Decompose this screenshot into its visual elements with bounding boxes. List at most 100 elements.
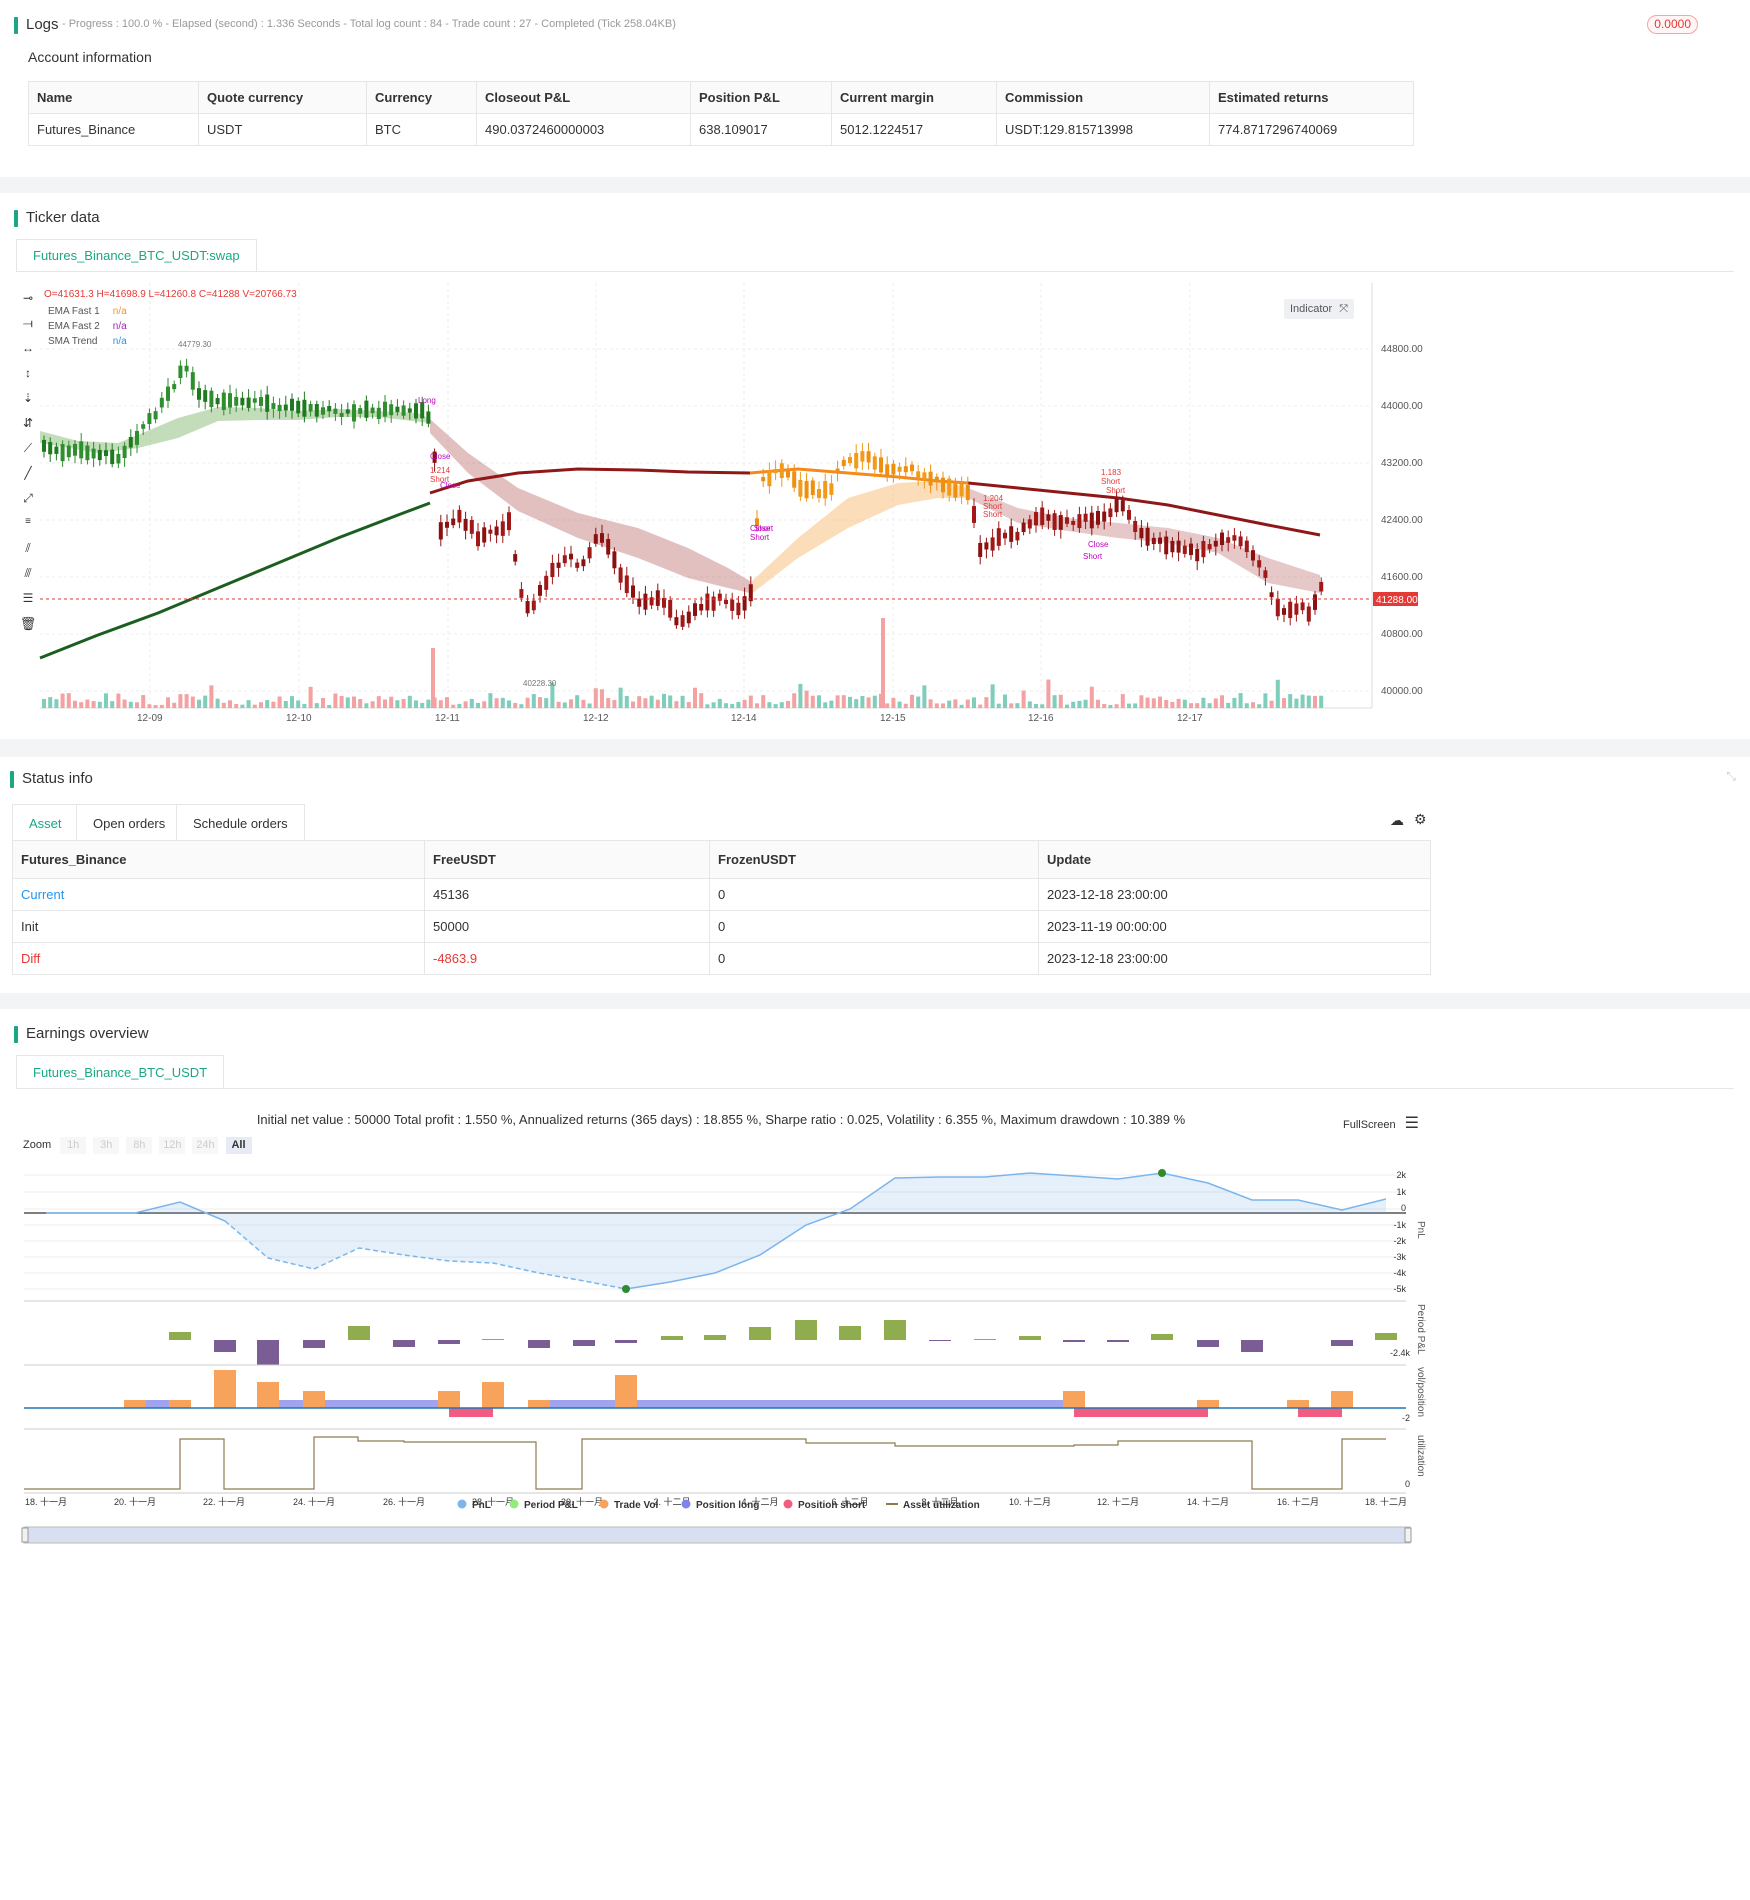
volume-bar	[500, 697, 505, 708]
logs-badge[interactable]: 0.0000	[1647, 15, 1698, 34]
ray-line-tool-icon[interactable]: ⤢	[23, 491, 33, 505]
volume-bar	[1164, 699, 1169, 708]
collapse-icon[interactable]: ⤡	[1726, 769, 1736, 783]
pnl-area	[46, 1173, 1386, 1289]
candle-body	[488, 529, 493, 534]
volume-bar	[1009, 703, 1014, 708]
candlestick-chart[interactable]: Long Close 1.214 Short Close Short 1.204…	[38, 283, 1438, 723]
earnings-date-tick: 8. 十二月	[921, 1496, 958, 1507]
candle-body	[872, 456, 877, 470]
zoom-all[interactable]: All	[225, 1137, 252, 1154]
cell-update: 2023-12-18 23:00:00	[1038, 878, 1431, 911]
price-range-tool-icon[interactable]: ☰	[22, 591, 34, 605]
indicator-button[interactable]: Indicator ⤧	[1284, 299, 1355, 319]
volume-bar	[1306, 695, 1311, 708]
marker-value-label: 1.214	[430, 466, 451, 475]
period-pnl-bar	[839, 1326, 861, 1340]
candle-body	[1220, 532, 1224, 546]
candle-body	[203, 390, 208, 402]
volume-bar	[1294, 698, 1299, 708]
volume-bar	[525, 697, 530, 708]
candle-body	[538, 585, 542, 596]
fib-tool-icon[interactable]: ≡	[25, 516, 31, 527]
volume-bar	[897, 701, 902, 708]
candle-body	[854, 452, 859, 469]
volume-bar	[1207, 703, 1212, 708]
tab-ticker-symbol[interactable]: Futures_Binance_BTC_USDT:swap	[16, 239, 257, 271]
candle-body	[631, 585, 635, 598]
candle-body	[550, 562, 555, 578]
candle-body	[500, 521, 505, 536]
crosshair-tool-icon[interactable]: ⊸	[22, 291, 34, 305]
zoom-3h[interactable]: 3h	[93, 1137, 120, 1154]
range-tool-icon[interactable]: ⇵	[22, 416, 34, 430]
candle-body	[190, 372, 195, 390]
fullscreen-button[interactable]: FullScreen ☰	[1343, 1115, 1419, 1132]
volume-bar	[891, 697, 896, 708]
candle-body	[451, 518, 456, 526]
earnings-chart[interactable]: 2k 1k 0 -1k -2k -3k -4k -5k PnL -2.4k Pe…	[0, 1159, 1440, 1549]
tab-schedule-orders[interactable]: Schedule orders	[176, 804, 305, 842]
candle-body	[643, 593, 648, 610]
period-pnl-bar	[661, 1336, 683, 1340]
zoom-1h[interactable]: 1h	[60, 1137, 87, 1154]
tab-earnings-symbol[interactable]: Futures_Binance_BTC_USDT	[16, 1055, 225, 1088]
volume-bar	[538, 697, 542, 708]
volume-bar	[928, 699, 933, 708]
legend-ema-fast-2[interactable]: EMA Fast 2 n/a	[48, 321, 127, 332]
tab-open-orders[interactable]: Open orders	[76, 804, 183, 842]
sma-trend-line-green	[39, 501, 431, 660]
pnl-tick: -5k	[1393, 1284, 1406, 1294]
menu-icon[interactable]: ☰	[1404, 1115, 1419, 1132]
zoom-12h[interactable]: 12h	[159, 1137, 186, 1154]
pnl-min-point	[622, 1285, 630, 1293]
period-pnl-bar	[214, 1340, 236, 1352]
candle-body	[159, 397, 164, 408]
volume-bar	[451, 704, 456, 708]
parallel-channel-tool-icon[interactable]: ⫽	[25, 541, 31, 555]
candle-body	[1102, 511, 1107, 522]
volume-bar	[1058, 694, 1063, 708]
volume-bar	[197, 699, 201, 708]
price-tick: 40000.00	[1381, 686, 1423, 697]
horizontal-line-tool-icon[interactable]: ⟞	[23, 316, 33, 330]
volume-bar	[1139, 695, 1144, 708]
pitchfork-tool-icon[interactable]: ⫻	[24, 566, 32, 580]
volume-bar	[431, 648, 435, 708]
tab-asset[interactable]: Asset	[12, 804, 79, 842]
ray-tool-icon[interactable]: ↔	[22, 341, 34, 355]
zoom-24h[interactable]: 24h	[192, 1137, 219, 1154]
candle-body	[97, 449, 102, 461]
earnings-panel: Earnings overview Futures_Binance_BTC_US…	[0, 1009, 1750, 1900]
candle-body	[73, 443, 77, 456]
extended-line-tool-icon[interactable]: ╱	[24, 466, 32, 480]
volume-bar	[1195, 703, 1200, 708]
volume-bar	[680, 695, 685, 708]
volume-bar	[941, 703, 945, 708]
cloud-download-icon[interactable]: ☁	[1390, 812, 1404, 828]
drawing-toolbar: ⊸ ⟞ ↔ ↕ ⇣ ⇵ ⟋ ╱ ⤢ ≡ ⫽ ⫻ ☰ 🗑	[18, 291, 38, 641]
marker-short-label-3: Short	[983, 502, 1003, 511]
candle-body	[1108, 508, 1113, 518]
zoom-8h[interactable]: 8h	[126, 1137, 153, 1154]
trend-line-tool-icon[interactable]: ⟋	[23, 441, 33, 455]
candle-body	[587, 547, 592, 559]
trash-icon[interactable]: 🗑	[19, 616, 37, 631]
period-pnl-bar	[749, 1327, 771, 1340]
marker-long-label: Long	[418, 396, 436, 405]
candle-body	[792, 471, 797, 488]
volume-bar	[463, 701, 468, 708]
cell-frozen: 0	[709, 942, 1039, 975]
period-pnl-bar	[573, 1340, 595, 1346]
vertical-line-tool-icon[interactable]: ↕	[25, 366, 31, 380]
candle-body	[885, 464, 890, 476]
candle-body	[1127, 509, 1131, 520]
gear-icon[interactable]: ⚙	[1414, 811, 1427, 827]
earnings-date-tick: 30. 十一月	[561, 1496, 603, 1507]
candle-body	[135, 430, 139, 445]
earnings-date-tick: 6. 十二月	[831, 1496, 868, 1507]
legend-sma-trend[interactable]: SMA Trend n/a	[48, 336, 127, 347]
segment-tool-icon[interactable]: ⇣	[22, 391, 34, 405]
trade-vol-bar	[124, 1400, 146, 1408]
legend-ema-fast-1[interactable]: EMA Fast 1 n/a	[48, 306, 127, 317]
